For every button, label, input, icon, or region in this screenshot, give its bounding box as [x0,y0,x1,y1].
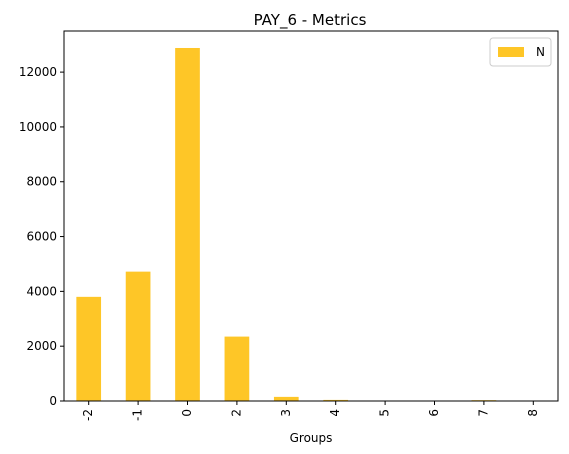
y-tick-label-10000: 10000 [19,120,57,134]
x-tick-label-0: 0 [180,409,194,417]
x-tick-label--2: -2 [81,409,95,421]
plot-frame [63,30,559,402]
y-tick-label-6000: 6000 [26,230,57,244]
y-tick-label-4000: 4000 [26,284,57,298]
bar--2 [76,296,102,401]
x-tick-label-2: 2 [229,409,243,417]
x-tick-label-3: 3 [279,409,293,417]
x-tick-label-5: 5 [378,409,392,417]
legend-label-n: N [536,45,545,59]
x-tick-label--1: -1 [131,409,145,421]
chart-title: PAY_6 - Metrics [254,11,367,30]
bar-2 [224,336,250,401]
bars-group [76,47,546,402]
legend: N [489,37,552,67]
x-tick-label-6: 6 [427,409,441,417]
bar-3 [273,396,299,401]
x-tick-label-7: 7 [476,409,490,417]
bar-4 [323,399,349,401]
bar-0 [175,47,200,402]
y-tick-label-12000: 12000 [19,65,57,79]
bar--1 [125,271,151,401]
x-axis: -2 -1 0 2 3 4 5 6 7 8 [81,401,540,421]
legend-swatch [498,47,524,57]
x-tick-label-8: 8 [526,409,540,417]
y-tick-label-8000: 8000 [26,175,57,189]
y-tick-label-0: 0 [49,394,57,408]
y-axis: 0 2000 4000 6000 8000 10000 12000 [19,65,64,408]
x-tick-label-4: 4 [328,409,342,417]
y-tick-label-2000: 2000 [26,339,57,353]
x-axis-label: Groups [290,431,333,445]
